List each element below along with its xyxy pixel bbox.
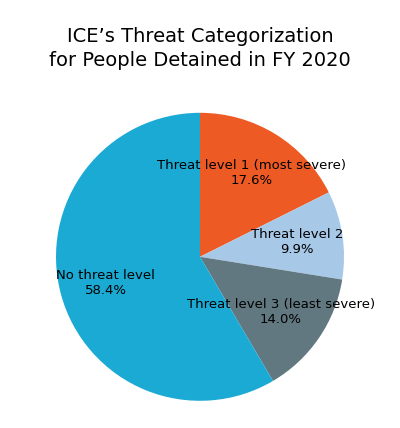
Title: ICE’s Threat Categorization
for People Detained in FY 2020: ICE’s Threat Categorization for People D… — [49, 27, 351, 70]
Text: Threat level 3 (least severe)
14.0%: Threat level 3 (least severe) 14.0% — [187, 298, 375, 326]
Text: Threat level 1 (most severe)
17.6%: Threat level 1 (most severe) 17.6% — [157, 160, 346, 187]
Wedge shape — [56, 113, 273, 401]
Wedge shape — [200, 257, 342, 381]
Wedge shape — [200, 192, 344, 279]
Text: Threat level 2
9.9%: Threat level 2 9.9% — [250, 228, 343, 256]
Text: No threat level
58.4%: No threat level 58.4% — [56, 268, 155, 297]
Wedge shape — [200, 113, 329, 257]
